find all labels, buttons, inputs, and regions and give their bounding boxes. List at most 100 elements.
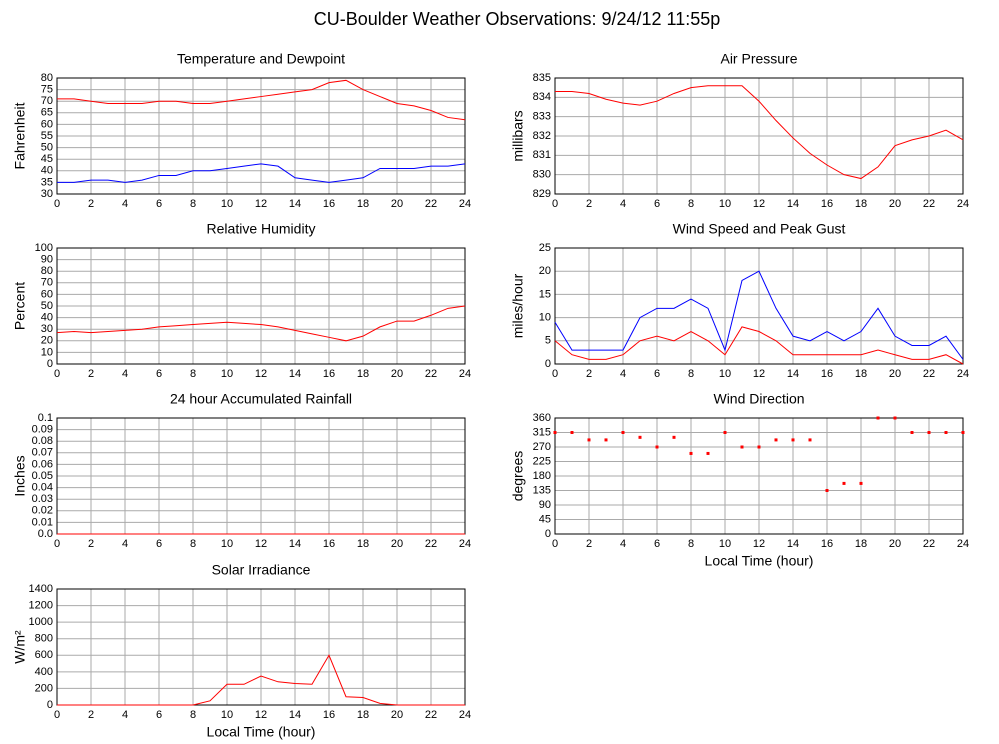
x-tick-label: 24 [957,368,969,380]
y-tick-label: 20 [539,265,551,277]
y-tick-label: 0.07 [32,447,53,459]
x-tick-label: 16 [821,198,833,210]
x-tick-label: 18 [855,198,867,210]
chart-title: Solar Irradiance [212,562,311,578]
y-tick-label: 90 [539,499,551,511]
x-tick-label: 12 [753,368,765,380]
line [555,85,964,180]
y-tick-label: 0.04 [32,482,53,494]
x-tick-label: 16 [323,368,335,380]
y-tick-label: 65 [41,107,53,119]
y-tick-label: 35 [41,176,53,188]
point [621,431,625,434]
point [757,445,761,449]
point [587,438,591,442]
chart-title: Wind Direction [713,391,804,407]
y-tick-label: 45 [41,153,53,165]
x-tick-label: 14 [787,368,799,380]
y-tick-label: 60 [41,288,53,300]
chart-title: Air Pressure [720,51,797,67]
y-tick-label: 832 [533,130,551,142]
y-tick-label: 70 [41,277,53,289]
x-tick-label: 0 [552,538,558,550]
x-tick-label: 22 [923,198,935,210]
x-tick-label: 2 [88,538,94,550]
line [57,163,466,183]
x-tick-label: 16 [821,538,833,550]
y-axis-label: Fahrenheit [12,102,28,169]
point [553,431,557,434]
y-tick-label: 835 [533,72,551,84]
point [604,438,608,442]
x-tick-label: 18 [357,709,369,721]
point [808,438,812,442]
x-tick-label: 22 [923,538,935,550]
x-tick-label: 4 [122,198,128,210]
y-tick-label: 180 [533,470,551,482]
point [876,416,880,420]
x-tick-label: 18 [855,538,867,550]
x-tick-label: 0 [54,198,60,210]
y-axis-label: Inches [12,455,28,496]
plot-frame [56,588,466,706]
point [791,438,795,442]
x-tick-label: 24 [459,709,471,721]
point [944,431,948,434]
y-tick-label: 200 [35,682,53,694]
y-tick-label: 5 [545,335,551,347]
point [672,435,676,439]
y-tick-label: 75 [41,84,53,96]
chart-title: Relative Humidity [207,221,316,237]
y-tick-label: 0.0 [38,528,53,540]
y-axis-label: degrees [510,451,526,502]
point [655,445,659,449]
point [859,481,863,485]
y-tick-label: 800 [35,633,53,645]
point [893,416,897,420]
y-tick-label: 360 [533,412,551,424]
y-axis-label: millibars [510,110,526,161]
x-tick-label: 6 [156,538,162,550]
x-tick-label: 4 [620,368,626,380]
y-tick-label: 1000 [29,616,53,628]
y-tick-label: 135 [533,484,551,496]
x-tick-label: 12 [753,198,765,210]
y-tick-label: 0.09 [32,424,53,436]
x-tick-label: 6 [156,709,162,721]
y-axis-label: Percent [12,282,28,330]
x-tick-label: 8 [190,368,196,380]
y-tick-label: 225 [533,455,551,467]
x-axis-label: Local Time (hour) [207,724,316,740]
y-axis-label: W/m² [12,630,28,664]
x-tick-label: 24 [459,198,471,210]
x-tick-label: 20 [889,198,901,210]
point [774,438,778,442]
x-tick-label: 6 [654,368,660,380]
x-tick-label: 0 [54,538,60,550]
x-tick-label: 18 [357,538,369,550]
x-tick-label: 0 [54,709,60,721]
x-tick-label: 22 [425,198,437,210]
y-tick-label: 0.03 [32,493,53,505]
point [570,431,574,434]
x-tick-label: 2 [586,368,592,380]
x-tick-label: 22 [425,538,437,550]
x-axis-label: Local Time (hour) [705,553,814,569]
line [57,654,465,706]
point [638,435,642,439]
x-tick-label: 20 [391,709,403,721]
x-tick-label: 20 [391,368,403,380]
y-tick-label: 45 [539,513,551,525]
y-tick-label: 60 [41,118,53,130]
y-tick-label: 315 [533,426,551,438]
x-tick-label: 2 [586,198,592,210]
y-tick-label: 55 [41,130,53,142]
y-axis-label: miles/hour [510,273,526,338]
x-tick-label: 10 [221,198,233,210]
x-tick-label: 18 [357,198,369,210]
x-tick-label: 24 [957,538,969,550]
x-tick-label: 8 [190,198,196,210]
y-tick-label: 80 [41,265,53,277]
y-tick-label: 40 [41,165,53,177]
